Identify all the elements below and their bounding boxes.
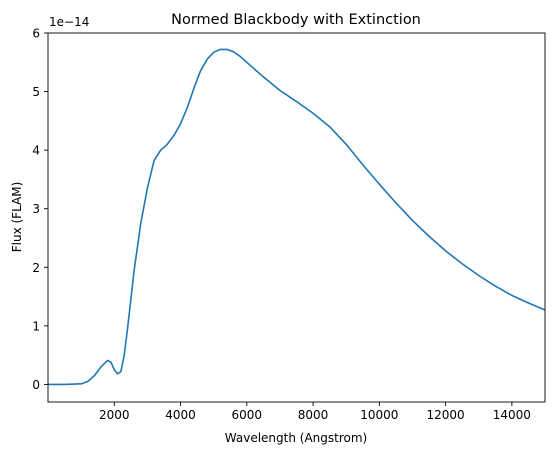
x-tick-label: 6000 [232,408,263,422]
x-tick-label: 2000 [99,408,130,422]
y-tick-label: 4 [32,144,40,158]
series-line-0 [48,48,545,386]
chart-title: Normed Blackbody with Extinction [171,12,421,28]
y-tick-label: 5 [32,85,40,99]
y-tick-label: 1 [32,319,40,333]
y-tick-label: 0 [32,378,40,392]
x-tick-label: 12000 [427,408,465,422]
y-tick-label: 3 [32,202,40,216]
y-tick-label: 6 [32,27,40,41]
x-tick-label: 8000 [298,408,329,422]
x-tick-label: 14000 [493,408,531,422]
y-axis-label: Flux (FLAM) [10,182,24,253]
x-axis-label: Wavelength (Angstrom) [225,431,367,445]
x-tick-label: 4000 [165,408,196,422]
x-tick-label: 10000 [360,408,398,422]
y-offset-text: 1e−14 [49,15,89,29]
y-tick-label: 2 [32,261,40,275]
plot-area: 2000 4000 6000 8000 10000 12000 14000 0 1 2 3 4 5 6 [32,27,546,422]
plot-frame [47,32,546,403]
